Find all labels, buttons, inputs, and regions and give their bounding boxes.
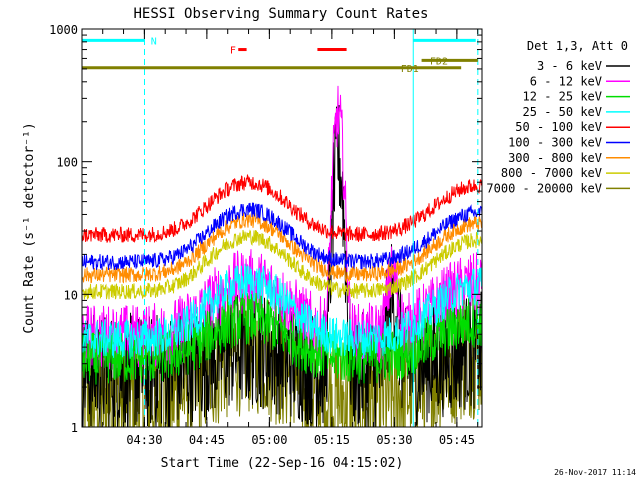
y-tick-label: 10	[64, 288, 78, 302]
annotation-label: F	[230, 46, 236, 57]
axis-layer: 1 10 100 1000 04:30 04:45 05:00 05:15 05:30 05:45	[49, 23, 482, 447]
y-tick-label: 1000	[49, 23, 78, 37]
x-tick-label: 05:15	[314, 433, 350, 447]
annotation-label: N	[151, 36, 157, 47]
legend-entry-label: 25 - 50 keV	[523, 105, 602, 119]
x-tick-label: 05:30	[376, 433, 412, 447]
plot-frame	[81, 28, 483, 428]
legend-entry-label: 100 - 300 keV	[508, 136, 602, 150]
series-line	[82, 202, 482, 270]
series-line	[82, 212, 482, 284]
series-line	[82, 174, 482, 244]
y-tick-label: 100	[56, 156, 78, 170]
chart-title: HESSI Observing Summary Count Rates	[133, 6, 428, 22]
annotation-label: FD2	[430, 56, 448, 67]
x-tick-label: 04:45	[189, 433, 225, 447]
x-tick-label: 05:45	[439, 433, 475, 447]
series-layer	[82, 85, 482, 427]
footer-timestamp: 26-Nov-2017 11:14	[554, 468, 636, 477]
legend-entry-label: 300 - 800 keV	[508, 151, 602, 165]
series-line	[82, 292, 482, 385]
y-tick-label: 1	[71, 421, 78, 435]
legend-entry-label: 50 - 100 keV	[515, 120, 602, 134]
legend-entry-label: 3 - 6 keV	[537, 59, 602, 73]
y-axis-label: Count Rate (s⁻¹ detector⁻¹)	[22, 122, 37, 333]
annotation-label: FD1	[401, 64, 419, 75]
x-axis-label: Start Time (22-Sep-16 04:15:02)	[161, 456, 404, 471]
legend-header: Det 1,3, Att 0	[527, 39, 628, 53]
legend-entry-label: 7000 - 20000 keV	[486, 181, 602, 195]
legend-entry-label: 6 - 12 keV	[530, 74, 602, 88]
legend-entry-label: 12 - 25 keV	[523, 90, 602, 104]
x-tick-label: 05:00	[251, 433, 287, 447]
x-tick-label: 04:30	[126, 433, 162, 447]
legend-entry-label: 800 - 7000 keV	[501, 166, 602, 180]
series-line	[82, 263, 482, 359]
series-line	[82, 229, 482, 300]
annotation-layer: N F FD1 FD2	[82, 29, 479, 427]
